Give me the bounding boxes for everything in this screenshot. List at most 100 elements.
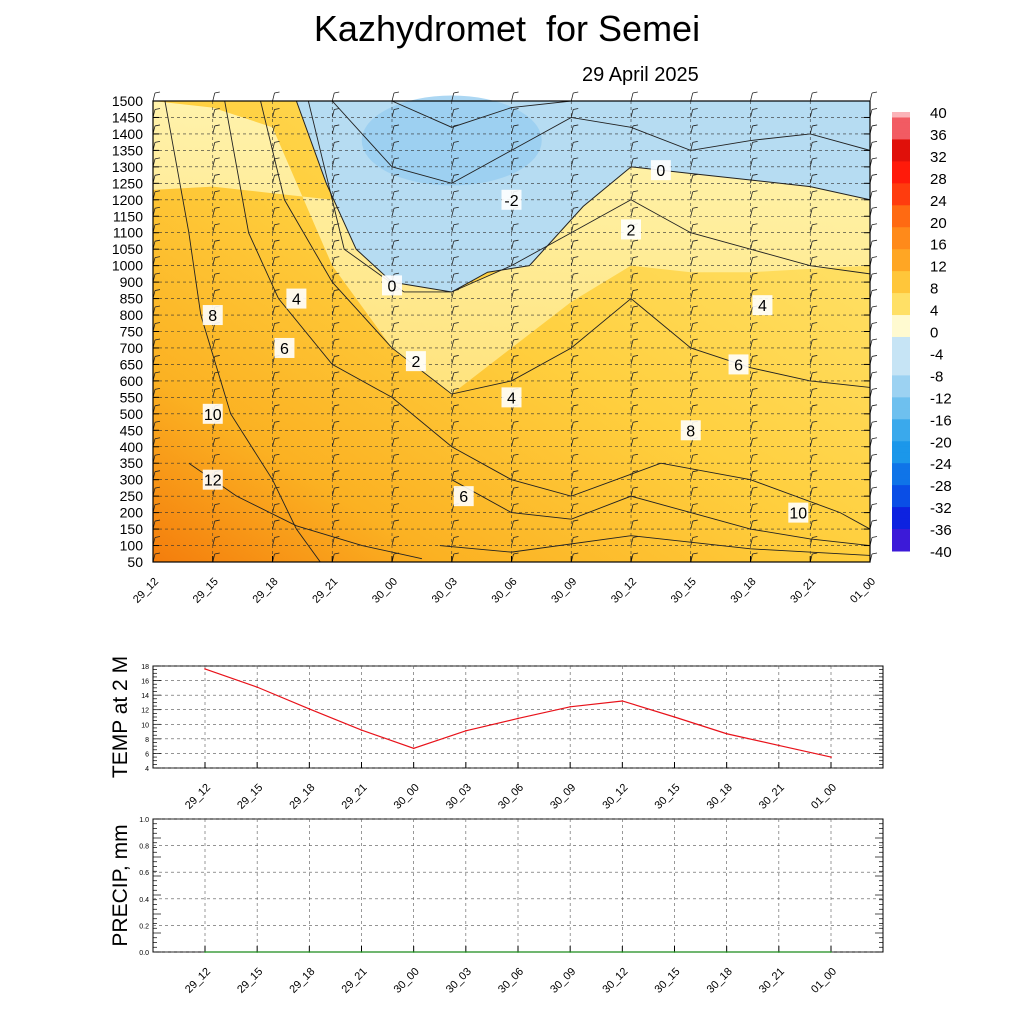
colorbar-label: 8: [930, 281, 938, 298]
colorbar-segment: [892, 199, 910, 206]
colorbar-label: 28: [930, 171, 947, 188]
y-tick-label: 1250: [112, 175, 143, 191]
wind-barb-flag: [513, 552, 519, 555]
wind-barb: [690, 356, 694, 365]
wind-barb-flag: [334, 157, 340, 160]
wind-barb-flag: [154, 437, 161, 440]
wind-barb-flag: [393, 256, 400, 259]
wind-barb-flag: [154, 552, 161, 555]
contour-label: 2: [627, 222, 636, 239]
wind-barb-flag: [573, 289, 579, 291]
wind-barb-flag: [692, 190, 698, 193]
x-tick-label: 29_21: [310, 576, 340, 606]
wind-barb: [451, 191, 455, 200]
wind-barb-flag: [692, 272, 698, 275]
wind-barb-flag: [692, 486, 698, 489]
wind-barb: [272, 257, 275, 266]
wind-barb: [750, 158, 753, 167]
wind-barb: [809, 488, 813, 497]
wind-barb: [750, 455, 753, 464]
wind-barb: [511, 125, 514, 135]
wind-barb-flag: [871, 141, 878, 143]
y-tick-label: 1300: [112, 159, 143, 175]
wind-barb: [630, 257, 634, 266]
wind-barb: [451, 504, 455, 513]
wind-barb-flag: [871, 503, 878, 505]
colorbar-segment: [892, 304, 910, 311]
wind-barb: [451, 356, 455, 365]
y-tick-label: 1350: [112, 142, 143, 158]
wind-barb: [331, 158, 335, 167]
wind-barb: [212, 339, 216, 349]
wind-barb: [630, 241, 634, 250]
wind-barb: [570, 537, 574, 546]
wind-barb-flag: [573, 338, 579, 341]
wind-barb-flag: [871, 536, 878, 538]
wind-barb: [212, 356, 216, 365]
wind-barb: [570, 405, 574, 414]
wind-barb: [511, 92, 514, 102]
isotherm-line: [331, 101, 870, 184]
wind-barb-flag: [752, 437, 758, 440]
wind-barb: [750, 323, 753, 332]
wind-barb-flag: [393, 190, 400, 193]
wind-barb-flag: [453, 322, 459, 324]
wind-barb: [331, 241, 335, 250]
wind-barb-flag: [692, 91, 698, 94]
wind-barb: [690, 372, 694, 381]
wind-barb: [690, 92, 694, 102]
wind-barb: [570, 191, 574, 200]
wind-barb-flag: [692, 305, 698, 308]
wind-barb: [331, 520, 335, 530]
wind-barb-flag: [752, 404, 758, 407]
wind-barb: [750, 422, 753, 431]
wind-barb: [331, 257, 335, 266]
wind-barb: [212, 257, 216, 266]
colorbar-segment: [892, 369, 910, 376]
y-tick-label: 150: [120, 521, 144, 537]
wind-barb-flag: [573, 420, 579, 423]
wind-barb-flag: [214, 91, 220, 94]
wind-barb: [212, 92, 216, 102]
wind-barb: [331, 504, 335, 513]
wind-barb-flag: [334, 552, 340, 555]
contour-label-box: [453, 486, 474, 507]
wind-barb-flag: [573, 470, 579, 473]
wind-barb-flag: [752, 420, 758, 423]
wind-barb-flag: [871, 322, 878, 324]
wind-barb-flag: [453, 355, 459, 357]
y-tick-label: 1150: [113, 208, 143, 224]
wind-barb-flag: [453, 173, 459, 176]
y-tick-label: 200: [120, 505, 144, 521]
wind-barb: [391, 125, 395, 135]
isotherm-line: [164, 101, 321, 562]
wind-barb-flag: [154, 190, 161, 193]
wind-barb-flag: [453, 190, 459, 193]
wind-barb-flag: [871, 371, 878, 374]
wind-barb-flag: [752, 503, 758, 505]
wind-barb-flag: [393, 173, 400, 176]
wind-barb: [570, 92, 574, 102]
x-tick-label: 30_06: [496, 782, 526, 812]
x-tick-label: 30_12: [609, 576, 639, 606]
wind-barb-flag: [334, 305, 340, 308]
wind-barb: [511, 339, 514, 349]
wind-barb: [451, 92, 455, 102]
wind-barb-flag: [871, 552, 878, 555]
y-tick-label: 300: [120, 472, 144, 488]
wind-barb: [511, 142, 514, 151]
wind-barb: [212, 241, 216, 250]
wind-barb: [570, 389, 574, 398]
wind-barb: [212, 537, 216, 546]
wind-barb: [272, 142, 275, 151]
wind-barb: [511, 438, 514, 447]
wind-barb-flag: [513, 519, 519, 522]
wind-barb: [331, 422, 335, 431]
wind-barb: [630, 142, 634, 151]
colorbar-segment: [892, 271, 910, 278]
wind-barb: [451, 405, 455, 414]
y-tick-label: 1100: [113, 225, 143, 241]
contour-label: 0: [388, 278, 397, 295]
colorbar-label: 20: [930, 215, 947, 232]
wind-barb-flag: [214, 206, 220, 209]
